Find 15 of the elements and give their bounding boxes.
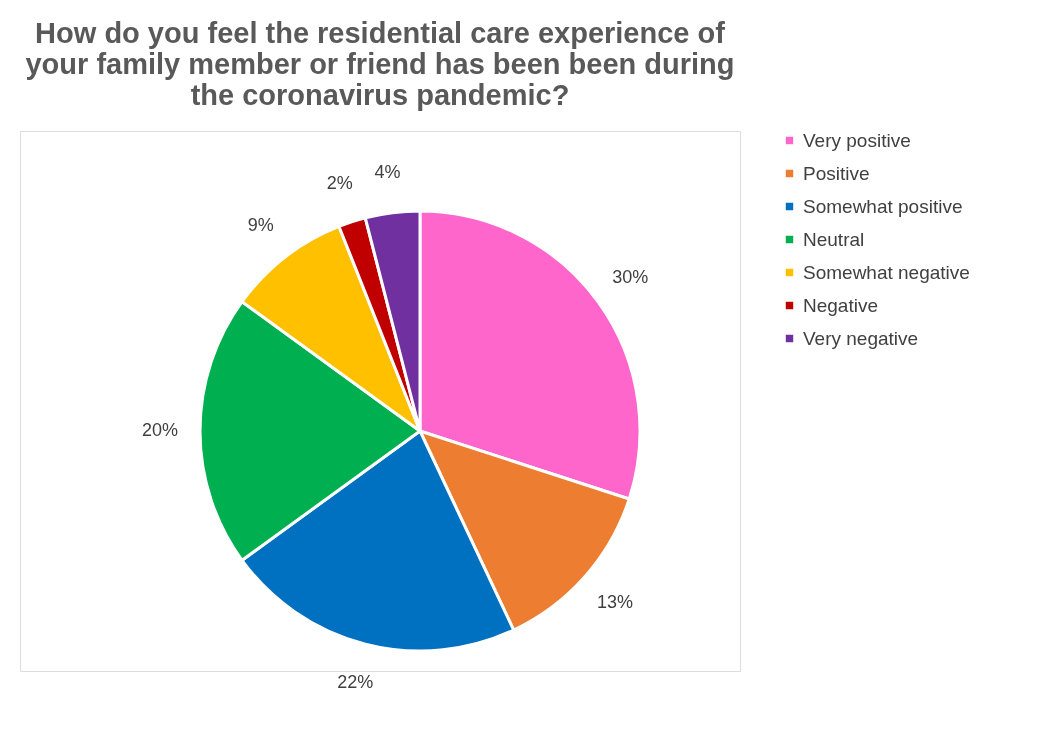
legend-label: Negative [803,294,878,316]
data-label: 2% [326,172,353,193]
data-label: 4% [374,162,401,183]
legend-label: Somewhat negative [803,261,970,283]
legend-label: Neutral [803,228,865,250]
legend-label: Positive [803,162,870,184]
data-label: 20% [141,420,179,440]
data-label: 9% [247,214,274,235]
chart-title: How do you feel the residential care experience of your family member or friend has been been during the coronavirus pandemic? [25,17,735,111]
data-label: 30% [612,267,649,288]
legend-label: Very positive [803,129,911,151]
legend-label: Very negative [803,327,919,349]
data-label: 22% [337,671,374,692]
data-label: 13% [597,591,634,612]
legend-label: Somewhat positive [803,195,963,217]
